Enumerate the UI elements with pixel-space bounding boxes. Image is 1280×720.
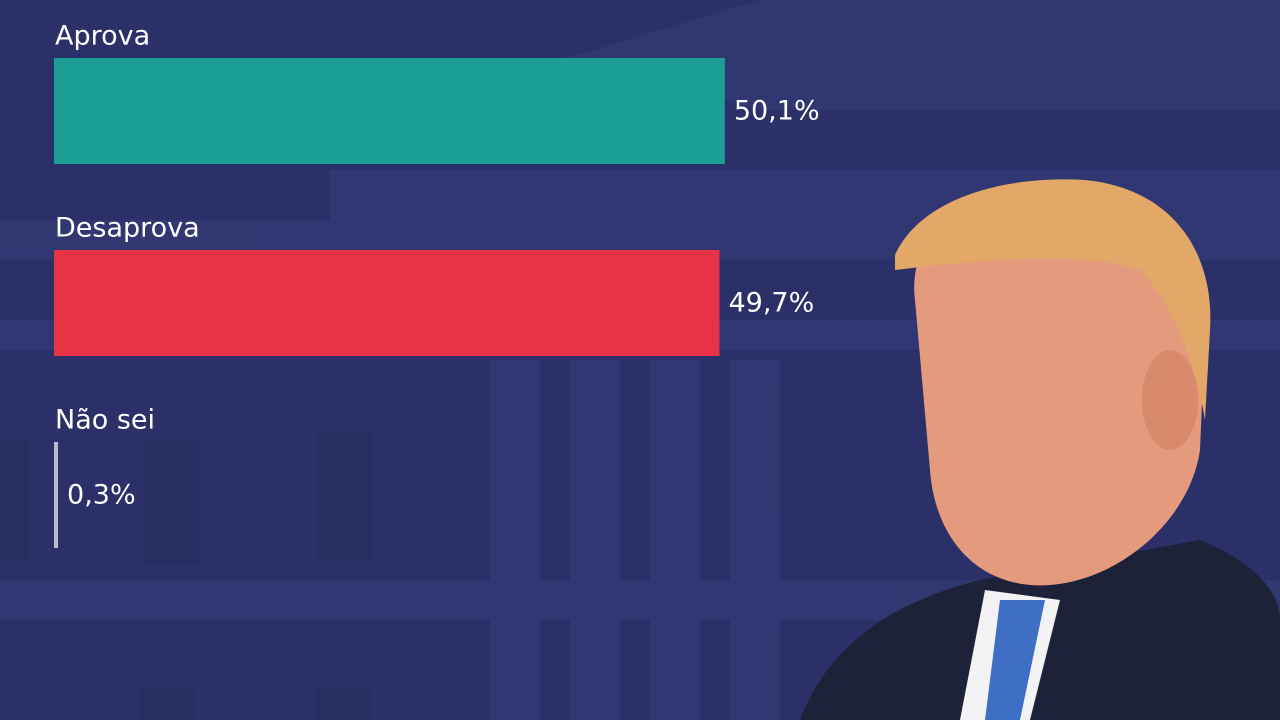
category-label: Não sei bbox=[55, 405, 155, 436]
bar bbox=[54, 250, 720, 356]
value-label: 49,7% bbox=[728, 288, 814, 319]
portrait bbox=[800, 179, 1280, 720]
value-label: 50,1% bbox=[734, 96, 820, 127]
bar bbox=[54, 442, 59, 548]
category-label: Aprova bbox=[55, 21, 150, 52]
bar bbox=[54, 58, 725, 164]
category-label: Desaprova bbox=[55, 213, 200, 244]
value-label: 0,3% bbox=[67, 480, 136, 511]
